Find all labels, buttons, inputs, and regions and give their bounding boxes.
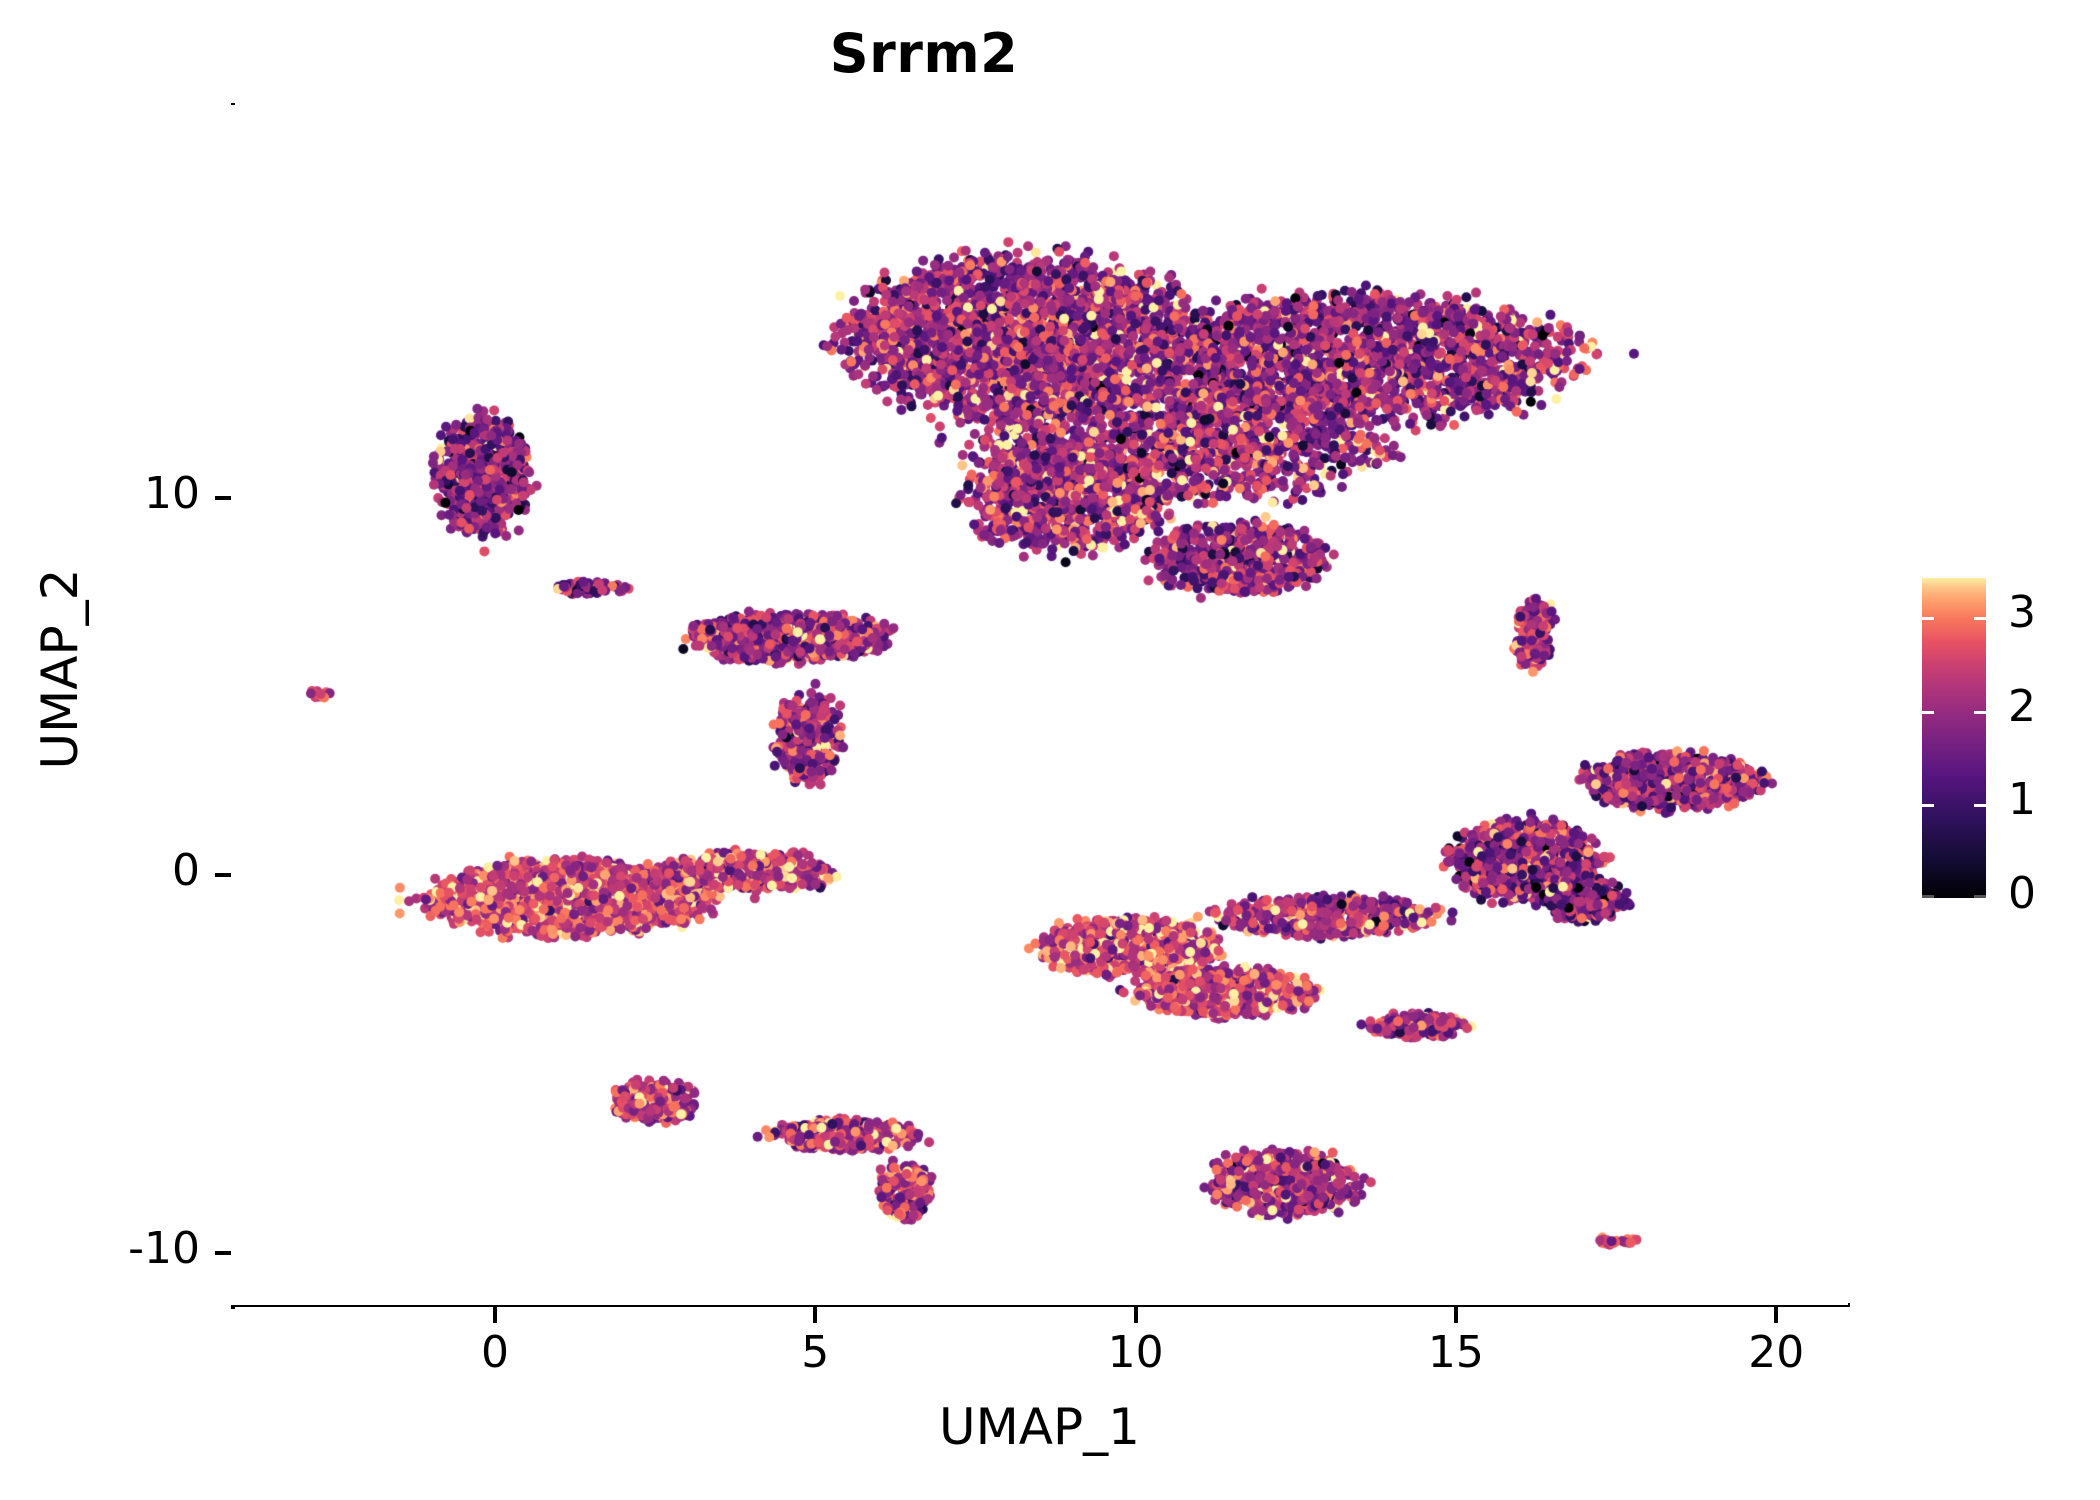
x-axis-label: UMAP_1 — [939, 1398, 1140, 1456]
y-tick-label: 0 — [172, 845, 200, 897]
x-tick-label: 10 — [1107, 1327, 1164, 1378]
x-tick-mark — [1133, 1307, 1138, 1323]
scatter-points-canvas — [231, 105, 1848, 1305]
colorbar-tick-label: 2 — [2008, 680, 2036, 732]
colorbar-tick-label: 3 — [2008, 587, 2036, 639]
y-tick-label: -10 — [128, 1222, 200, 1274]
colorbar — [1922, 578, 1986, 898]
x-tick-label: 15 — [1427, 1327, 1484, 1378]
y-tick-mark — [215, 1250, 231, 1255]
colorbar-tick-mark — [1922, 617, 1934, 621]
y-axis-label: UMAP_2 — [31, 568, 89, 770]
colorbar-tick-mark — [1974, 710, 1986, 714]
page-title: Srrm2 — [829, 22, 1019, 85]
x-tick-mark — [813, 1307, 818, 1323]
colorbar-tick-mark — [1974, 895, 1986, 898]
colorbar-tick-mark — [1922, 710, 1934, 714]
x-tick-label: 20 — [1748, 1327, 1805, 1378]
colorbar-tick-mark — [1974, 804, 1986, 808]
y-tick-mark — [215, 495, 231, 500]
x-tick-mark — [1453, 1307, 1458, 1323]
plot-area — [231, 105, 1848, 1305]
x-axis-spine — [231, 1303, 1850, 1307]
x-tick-mark — [492, 1307, 497, 1323]
x-tick-mark — [1774, 1307, 1779, 1323]
y-tick-label: 10 — [144, 467, 200, 519]
colorbar-tick-label: 1 — [2008, 774, 2036, 826]
colorbar-tick-mark — [1922, 895, 1934, 898]
colorbar-tick-label: 0 — [2008, 868, 2036, 919]
colorbar-gradient — [1922, 578, 1986, 898]
x-tick-label: 5 — [801, 1327, 830, 1378]
colorbar-tick-mark — [1922, 804, 1934, 808]
x-tick-label: 0 — [480, 1327, 509, 1378]
colorbar-tick-mark — [1974, 617, 1986, 621]
y-tick-mark — [215, 873, 231, 878]
